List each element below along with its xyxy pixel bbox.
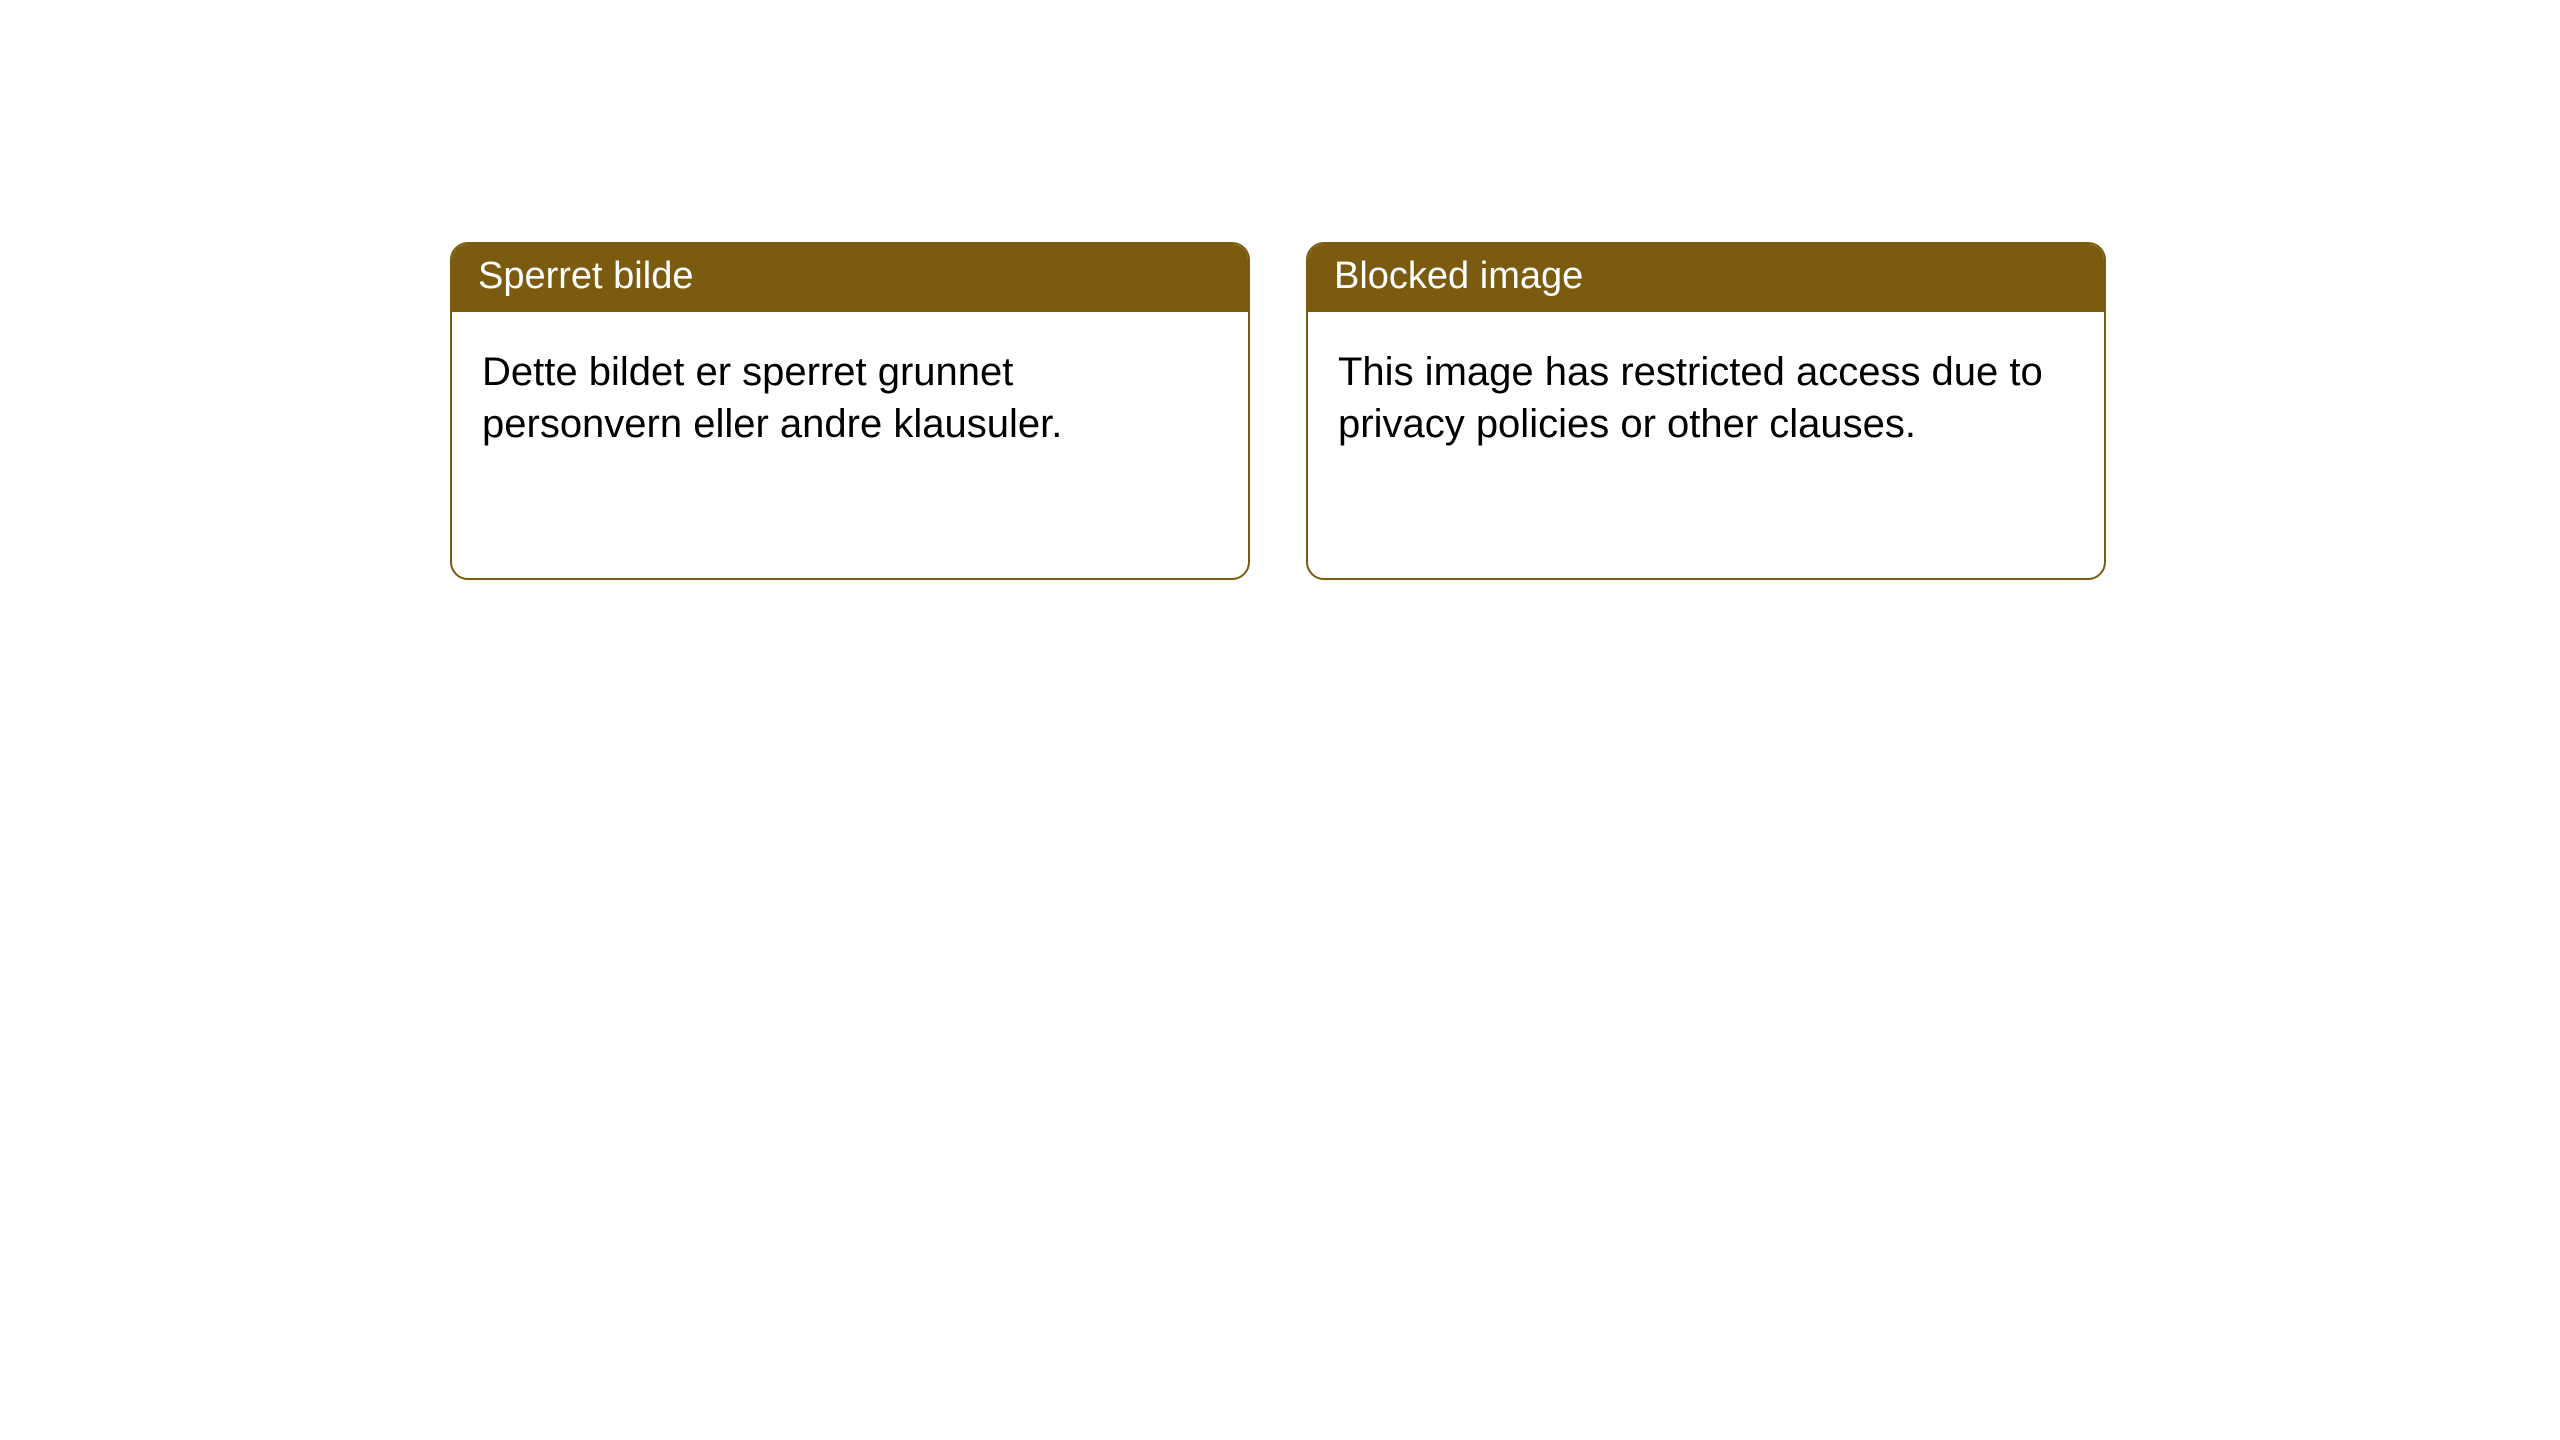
notice-cards-row: Sperret bilde Dette bildet er sperret gr…: [0, 0, 2560, 580]
card-body-en: This image has restricted access due to …: [1308, 312, 2104, 470]
blocked-image-card-no: Sperret bilde Dette bildet er sperret gr…: [450, 242, 1250, 580]
blocked-image-card-en: Blocked image This image has restricted …: [1306, 242, 2106, 580]
card-body-no: Dette bildet er sperret grunnet personve…: [452, 312, 1248, 470]
card-header-en: Blocked image: [1308, 244, 2104, 312]
card-header-no: Sperret bilde: [452, 244, 1248, 312]
